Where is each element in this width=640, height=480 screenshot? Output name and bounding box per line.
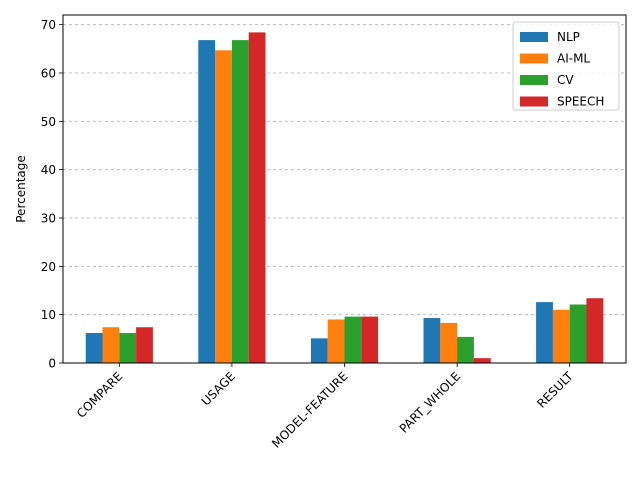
y-tick-label: 40 — [41, 163, 56, 177]
x-tick-label: COMPARE — [74, 369, 125, 420]
bar-nlp-model-feature — [310, 338, 328, 363]
bar-nlp-part_whole — [423, 318, 441, 363]
bar-speech-part_whole — [473, 358, 491, 363]
x-tick-label: RESULT — [534, 369, 576, 411]
y-tick-label: 60 — [41, 67, 56, 81]
y-tick-label: 20 — [41, 260, 56, 274]
y-tick-label: 70 — [41, 18, 56, 32]
legend-label-nlp: NLP — [557, 30, 580, 44]
bar-ai-ml-part_whole — [440, 322, 458, 363]
y-tick-label: 10 — [41, 308, 56, 322]
y-tick-label: 30 — [41, 212, 56, 226]
bar-cv-compare — [119, 333, 137, 363]
legend-swatch-ai-ml — [520, 53, 548, 64]
y-tick-label: 0 — [48, 357, 56, 371]
legend-swatch-nlp — [520, 32, 548, 42]
y-tick-label: 50 — [41, 115, 56, 129]
bar-speech-result — [586, 298, 604, 363]
legend-label-ai-ml: AI-ML — [557, 52, 590, 66]
bar-ai-ml-model-feature — [327, 319, 345, 363]
y-axis: 0 10 20 30 40 50 60 70 — [41, 18, 63, 371]
x-tick-label: USAGE — [199, 369, 238, 408]
legend-label-speech: SPEECH — [557, 95, 604, 109]
x-axis: COMPARE USAGE MODEL-FEATURE PART_WHOLE RESUL… — [74, 363, 576, 451]
bar-ai-ml-result — [552, 309, 570, 363]
bar-ai-ml-usage — [215, 50, 232, 364]
bar-cv-usage — [231, 40, 249, 364]
x-tick-label: MODEL-FEATURE — [269, 369, 350, 450]
y-axis-label: Percentage — [14, 155, 28, 223]
bar-cv-part_whole — [457, 336, 474, 363]
bars — [85, 32, 604, 364]
bar-speech-model-feature — [361, 316, 379, 363]
bar-speech-compare — [136, 327, 153, 363]
bar-speech-usage — [248, 32, 266, 364]
legend-swatch-speech — [520, 96, 548, 107]
legend: NLP AI-ML CV SPEECH — [512, 21, 620, 111]
bar-cv-result — [569, 304, 587, 363]
legend-label-cv: CV — [557, 73, 574, 87]
bar-nlp-usage — [198, 40, 216, 364]
x-tick-label: PART_WHOLE — [397, 369, 464, 436]
legend-box — [512, 21, 620, 111]
bar-nlp-compare — [85, 333, 103, 363]
bar-cv-model-feature — [344, 316, 362, 363]
bar-ai-ml-compare — [102, 327, 120, 363]
legend-swatch-cv — [520, 75, 548, 85]
bar-nlp-result — [536, 302, 553, 363]
